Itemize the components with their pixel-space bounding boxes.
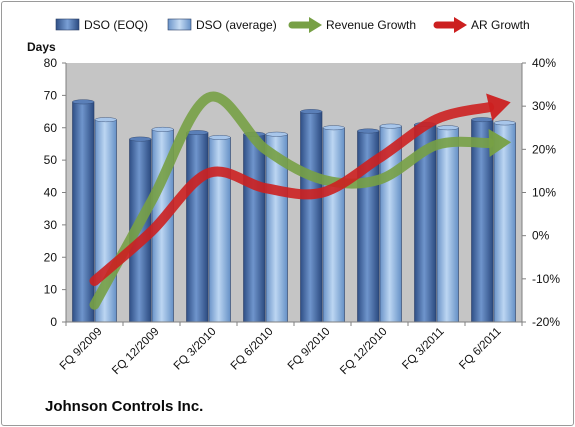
left-tick-label: 50 xyxy=(44,153,58,167)
bar xyxy=(186,132,209,323)
right-tick-label: 40% xyxy=(532,56,556,70)
bar-cap xyxy=(322,125,345,131)
bar xyxy=(300,111,323,323)
bar-cap xyxy=(471,117,494,123)
trend-line xyxy=(89,91,495,310)
right-tick-label: 20% xyxy=(532,142,556,156)
left-tick-label: 40 xyxy=(44,186,58,200)
legend-swatch-head xyxy=(309,17,322,33)
bar xyxy=(72,101,95,323)
bar-cap xyxy=(208,135,231,140)
bar-cap xyxy=(186,130,209,136)
x-tick-label: FQ 6/2011 xyxy=(457,326,503,372)
bar xyxy=(322,127,345,323)
trend-line xyxy=(89,102,495,286)
right-tick-label: 10% xyxy=(532,186,556,200)
bar xyxy=(436,127,459,323)
x-tick-label: FQ 12/2009 xyxy=(110,326,161,377)
bar-cap xyxy=(94,117,117,123)
right-tick-label: 30% xyxy=(532,99,556,113)
left-tick-label: 30 xyxy=(44,218,58,232)
left-tick-label: 80 xyxy=(44,56,58,70)
bar-cap xyxy=(357,128,380,134)
legend-label: AR Growth xyxy=(471,18,530,32)
bar-cap xyxy=(265,131,288,137)
legend-swatch xyxy=(55,18,80,31)
bar xyxy=(493,122,516,323)
legend: DSO (EOQ) DSO (average) Revenue Growth AR G… xyxy=(55,17,530,33)
x-tick-label: FQ 9/2009 xyxy=(58,326,105,373)
bar-cap xyxy=(436,125,459,131)
left-tick-label: 10 xyxy=(44,283,58,297)
legend-label: DSO (EOQ) xyxy=(84,18,148,32)
legend-swatch xyxy=(167,18,192,31)
bar-cap xyxy=(300,109,323,114)
left-axis-title: Days xyxy=(27,40,56,54)
x-tick-label: FQ 9/2010 xyxy=(286,326,333,373)
trend-arrowhead xyxy=(488,129,512,158)
right-tick-label: -10% xyxy=(532,272,560,286)
bar-cap xyxy=(129,136,152,142)
trend-arrowhead xyxy=(486,93,511,121)
right-tick-label: -20% xyxy=(532,315,560,329)
bar-cap xyxy=(72,99,95,105)
left-tick-label: 70 xyxy=(44,88,58,102)
x-tick-label: FQ 3/2010 xyxy=(172,326,219,373)
left-tick-label: 0 xyxy=(50,315,57,329)
right-tick-label: 0% xyxy=(532,229,550,243)
x-tick-label: FQ 3/2011 xyxy=(400,326,446,372)
bar-cap xyxy=(493,120,516,126)
legend-swatch-head xyxy=(454,17,467,33)
x-tick-label: FQ 6/2010 xyxy=(229,326,276,373)
x-tick-label: FQ 12/2010 xyxy=(338,326,389,377)
bar-cap xyxy=(379,123,402,129)
legend-label: DSO (average) xyxy=(196,18,277,32)
left-tick-label: 60 xyxy=(44,121,58,135)
legend-label: Revenue Growth xyxy=(326,18,416,32)
company-name: Johnson Controls Inc. xyxy=(45,398,204,415)
left-tick-label: 20 xyxy=(44,250,58,264)
bar xyxy=(208,137,231,323)
bar-cap xyxy=(151,126,174,132)
bar xyxy=(243,133,266,323)
